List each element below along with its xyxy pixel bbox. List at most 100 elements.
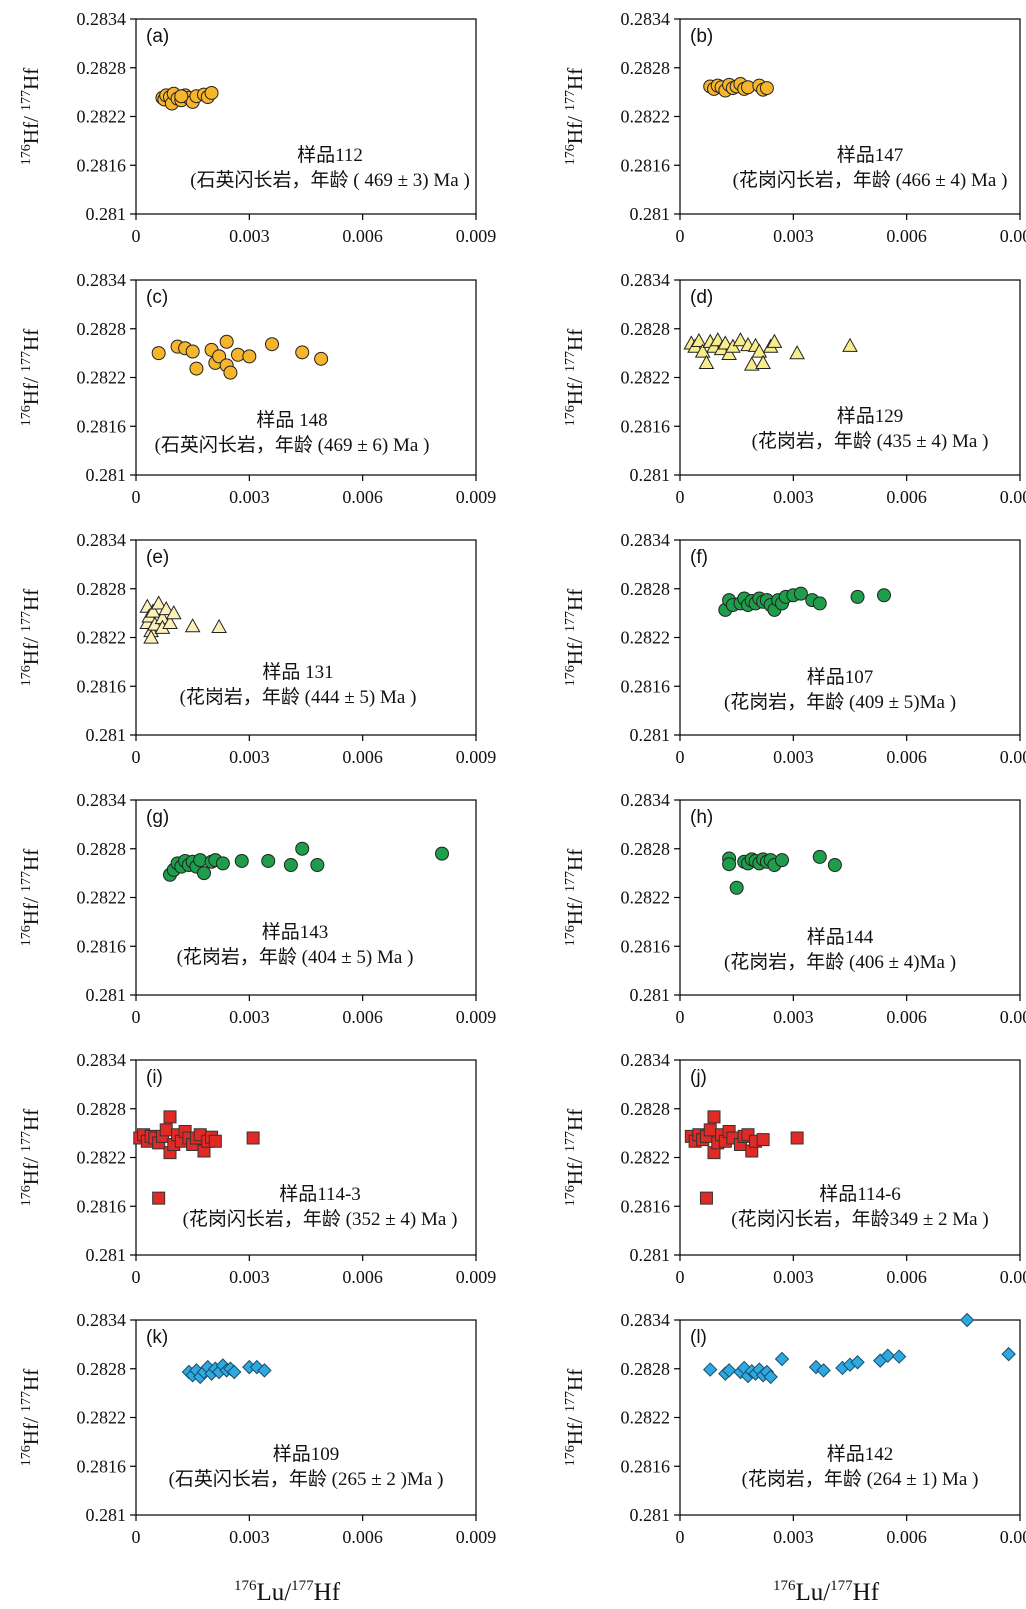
data-point — [763, 1369, 778, 1385]
y-tick-label: 0.2816 — [77, 155, 127, 175]
panel-letter: (c) — [146, 287, 168, 308]
data-point — [790, 1131, 804, 1145]
sample-note: (石英闪长岩，年龄 ( 469 ± 3) Ma ) — [190, 169, 470, 191]
x-tick-label: 0 — [676, 1527, 685, 1547]
panel-letter: (l) — [690, 1327, 707, 1348]
data-point — [717, 335, 734, 350]
x-tick-label: 0.003 — [773, 226, 814, 246]
data-point — [223, 365, 238, 380]
chart-panel: 0.281 0.2816 0.2822 0.2828 0.2834 0 0.003 0.006… — [563, 270, 1026, 507]
data-point — [219, 334, 234, 349]
panel-letter: (g) — [146, 807, 169, 828]
sample-name: 样品 131 — [262, 661, 333, 683]
x-tick-label: 0.009 — [456, 747, 497, 767]
y-tick-label: 0.2828 — [77, 319, 127, 339]
y-tick-label: 0.2816 — [77, 936, 127, 956]
y-axis-label: 176Hf/ 177Hf — [563, 1109, 587, 1206]
data-point — [880, 1348, 895, 1363]
x-tick-label: 0.003 — [229, 1267, 270, 1287]
y-tick-label: 0.2822 — [621, 368, 671, 388]
x-tick-label: 0.006 — [342, 226, 383, 246]
x-tick-label: 0.003 — [229, 1527, 270, 1547]
data-point — [234, 853, 249, 868]
plot-frame — [679, 799, 1021, 996]
data-point — [759, 81, 774, 96]
chart-panel: 0.281 0.2816 0.2822 0.2828 0.2834 0 0.003 0.006… — [563, 790, 1026, 1027]
x-tick-label: 0.003 — [773, 747, 814, 767]
data-point — [215, 856, 230, 871]
sample-name: 样品107 — [807, 666, 874, 688]
sample-note: (石英闪长岩，年龄 (265 ± 2 )Ma ) — [169, 1468, 444, 1490]
x-tick-label: 0.006 — [342, 1267, 383, 1287]
x-tick-label: 0.003 — [773, 1267, 814, 1287]
data-point — [184, 618, 201, 633]
y-tick-label: 0.2816 — [621, 1456, 671, 1476]
x-tick-label: 0.009 — [1000, 487, 1026, 507]
y-axis-label: 176Hf/ 177Hf — [563, 329, 587, 426]
data-point — [295, 841, 310, 856]
chart-panel: 0.281 0.2816 0.2822 0.2828 0.2834 0 0.003 0.006… — [563, 530, 1026, 767]
data-point — [314, 351, 329, 366]
y-tick-label: 0.2822 — [77, 1408, 127, 1428]
data-point — [174, 89, 189, 104]
x-tick-label: 0 — [676, 487, 685, 507]
panel-letter: (k) — [146, 1327, 168, 1348]
y-tick-label: 0.2828 — [77, 839, 127, 859]
y-tick-label: 0.2828 — [621, 1359, 671, 1379]
data-point — [310, 858, 325, 872]
panel-letter: (f) — [690, 547, 708, 568]
y-tick-label: 0.2834 — [621, 530, 671, 550]
panel-letter: (a) — [146, 26, 169, 47]
plot-frame — [135, 1319, 477, 1516]
y-tick-label: 0.2822 — [77, 107, 127, 127]
x-tick-label: 0.006 — [342, 1527, 383, 1547]
y-axis-label: 176Hf/ 177Hf — [19, 1109, 43, 1206]
y-tick-label: 0.2816 — [77, 1196, 127, 1216]
x-tick-label: 0.009 — [456, 1527, 497, 1547]
chart-panel: 0.281 0.2816 0.2822 0.2828 0.2834 0 0.003 0.006… — [19, 9, 496, 246]
y-axis-label: 176Hf/ 177Hf — [19, 329, 43, 426]
x-tick-label: 0.003 — [773, 1007, 814, 1027]
y-tick-label: 0.2834 — [621, 1050, 671, 1070]
data-point — [145, 603, 161, 618]
x-tick-label: 0 — [132, 1007, 141, 1027]
data-point — [756, 1133, 770, 1147]
sample-note: (花岗岩，年龄 (404 ± 5) Ma ) — [177, 946, 414, 968]
data-point — [1001, 1346, 1016, 1362]
data-point — [850, 589, 865, 604]
y-tick-label: 0.2828 — [621, 1099, 671, 1119]
data-point — [189, 361, 204, 376]
y-axis-label: 176Hf/ 177Hf — [563, 589, 587, 686]
y-tick-label: 0.2834 — [621, 9, 671, 29]
data-point — [729, 880, 744, 895]
sample-name: 样品129 — [837, 405, 904, 427]
data-point — [691, 332, 707, 348]
x-tick-label: 0.006 — [342, 747, 383, 767]
data-point — [793, 586, 808, 601]
data-point — [827, 858, 842, 872]
x-tick-label: 0.006 — [342, 487, 383, 507]
sample-note: (花岗岩，年龄 (444 ± 5) Ma ) — [180, 686, 417, 708]
y-tick-label: 0.2828 — [621, 319, 671, 339]
y-tick-label: 0.2834 — [621, 1310, 671, 1330]
data-point — [165, 605, 182, 620]
y-tick-label: 0.2828 — [621, 58, 671, 78]
x-tick-label: 0.009 — [1000, 1527, 1026, 1547]
data-point — [158, 601, 175, 616]
x-tick-label: 0 — [132, 1527, 141, 1547]
chart-panel: 0.281 0.2816 0.2822 0.2828 0.2834 0 0.003 0.006… — [19, 1310, 496, 1547]
plot-frame — [679, 279, 1021, 476]
y-tick-label: 0.2828 — [621, 839, 671, 859]
x-tick-label: 0.006 — [342, 1007, 383, 1027]
plot-frame — [679, 1319, 1021, 1516]
data-point — [435, 846, 449, 861]
panel-letter: (j) — [690, 1067, 707, 1088]
plot-frame — [679, 1059, 1021, 1256]
x-tick-label: 0 — [676, 226, 685, 246]
y-tick-label: 0.2834 — [621, 270, 671, 290]
data-point — [246, 1131, 260, 1145]
data-point — [163, 1110, 177, 1124]
x-tick-label: 0.009 — [1000, 747, 1026, 767]
y-tick-label: 0.2834 — [77, 1050, 127, 1070]
